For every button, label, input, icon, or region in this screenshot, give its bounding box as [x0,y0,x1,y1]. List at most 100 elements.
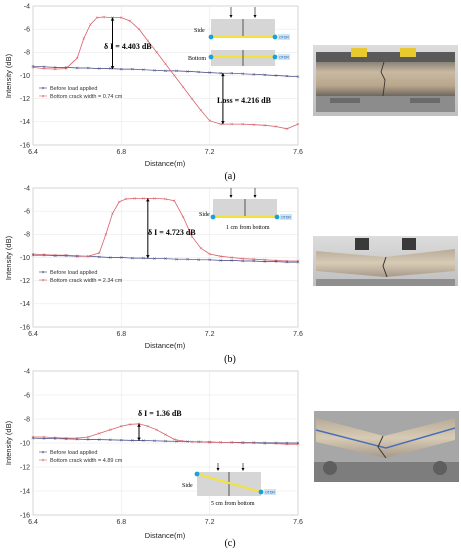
before-point-c [285,441,289,445]
y-tick-label-a: -8 [24,50,30,57]
before-point-b [296,260,300,264]
delta-label-b: δ I = 4.723 dB [148,228,196,237]
after-point-a [111,16,114,19]
before-point-b [75,254,79,258]
after-point-b [263,258,267,262]
after-point-c [75,436,79,440]
after-point-b [75,254,79,258]
before-point-b [285,260,289,264]
after-point-b [153,197,156,200]
after-point-b [133,197,136,200]
y-tick-label-b: -10 [20,255,30,262]
after-point-b [31,252,35,256]
after-point-a [102,15,106,19]
before-point-c [186,440,189,443]
y-tick-label-c: -14 [20,488,30,495]
after-point-b [104,232,108,236]
y-tick-label-c: -4 [24,368,30,375]
before-point-a [130,67,134,71]
before-point-c [164,439,167,443]
after-point-c [155,428,159,432]
legend-c: × Before load applied × Bottom crack wid… [39,450,123,464]
y-tick-label-b: -14 [20,301,30,308]
after-point-b [64,253,68,257]
after-point-c [190,440,194,444]
after-point-c [64,436,68,440]
after-point-a [199,108,203,112]
after-point-c [108,428,112,432]
arrowhead-c [137,437,141,441]
after-point-a [89,23,92,26]
arrowhead-b [146,198,150,202]
before-point-a [75,66,79,70]
before-point-c [263,441,267,445]
after-point-a [208,119,212,123]
x-tick-label-b: 7.2 [205,331,215,338]
series-after-markers-b [31,197,300,263]
before-point-c [296,441,300,445]
before-point-b [153,257,156,261]
svg-text:×: × [42,270,45,276]
beam-diagram-b: OTDR Side 1 cm from bottom [199,188,292,231]
y-tick-label-c: -6 [24,392,30,399]
after-point-c [31,435,35,439]
after-point-c [164,433,167,436]
diagram-position-label-c: 5 cm from bottom [211,500,255,507]
delta-label-a: δ I = 4.403 dB [104,42,152,51]
specimen-photo-c [314,411,459,482]
otdr-label-b: OTDR [281,216,291,220]
before-point-a [164,69,167,73]
legend-before-label: Before load applied [50,86,97,92]
before-point-a [64,66,68,69]
before-point-c [31,436,35,440]
before-point-b [164,257,167,261]
before-point-c [64,437,68,441]
before-point-b [31,253,35,257]
before-point-b [53,254,57,258]
x-tick-label-a: 6.4 [28,149,38,156]
after-point-b [241,257,245,261]
after-point-b [164,197,167,201]
beam-diagram-c: OTDR Side 5 cm from bottom [182,463,276,507]
y-tick-label-b: -8 [24,232,30,239]
before-point-a [219,71,223,75]
legend-before-marker: × [42,86,45,92]
after-point-c [86,435,90,439]
before-point-a [97,67,101,70]
x-tick-label-b: 6.8 [116,331,126,338]
y-tick-label-b: -12 [20,278,30,285]
after-point-b [274,259,278,262]
y-tick-label-a: -10 [20,73,30,80]
y-tick-label-c: -10 [20,440,30,447]
before-point-c [75,437,79,441]
y-axis-label-b: Intensity (dB) [4,235,13,280]
specimen-photo-b [313,236,458,286]
before-point-c [86,438,90,441]
diagram-side-label-b: Side [199,212,210,218]
delta-annotation-a: δ I = 4.403 dB [104,17,152,70]
y-tick-label-a: -16 [20,142,30,149]
after-point-a [128,19,132,23]
before-point-a [296,75,300,79]
after-point-a [241,122,245,126]
before-point-c [197,440,201,444]
after-point-a [181,85,185,89]
arrowhead-a [110,66,115,70]
before-point-a [230,71,234,75]
xticks-b: 6.4 6.8 7.2 7.6 [28,331,303,338]
after-point-a [137,27,141,31]
after-point-a [164,62,167,66]
arrowhead-b [146,255,150,259]
x-axis-label-a: Distance(m) [145,159,186,168]
before-point-a [142,68,145,72]
panel-c: -4 -6 -8 -10 -12 -14 -16 6.4 6.8 7.2 7.6 Intensit… [4,368,459,549]
arrowhead-c [137,423,141,427]
after-point-b [111,212,114,215]
caption-a: (a) [224,171,235,182]
y-axis-label-c: Intensity (dB) [4,420,13,465]
before-point-b [42,253,46,257]
after-point-a [42,67,46,70]
after-point-a [75,56,79,60]
y-tick-label-b: -6 [24,209,30,216]
before-point-a [86,66,90,70]
